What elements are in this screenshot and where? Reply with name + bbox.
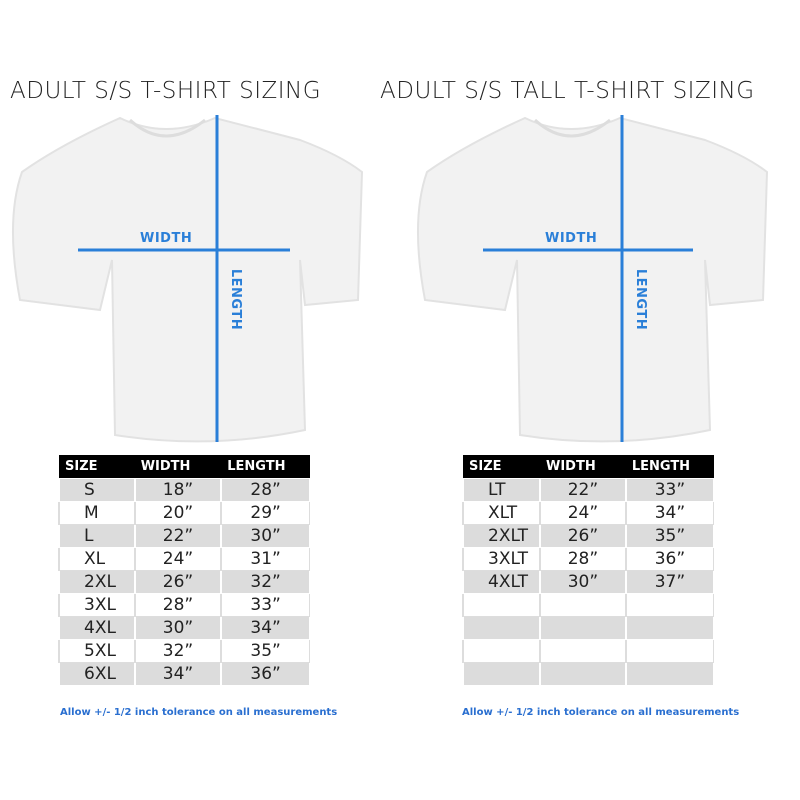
width-label-right: WIDTH — [545, 231, 598, 246]
column-header: WIDTH — [134, 455, 222, 479]
table-cell: 26” — [539, 524, 627, 548]
table-cell: M — [58, 501, 136, 525]
table-cell: 33” — [624, 478, 714, 502]
table-row: 2XL 26” 32” — [58, 570, 311, 594]
table-cell: 4XLT — [462, 570, 541, 594]
table-row — [462, 662, 714, 686]
table-cell: 30” — [220, 524, 311, 548]
table-cell: 24” — [539, 501, 627, 525]
tolerance-note-right: Allow +/- 1/2 inch tolerance on all meas… — [462, 707, 740, 718]
table-cell: S — [58, 478, 136, 502]
size-table-right: SIZE WIDTH LENGTH LT 22” 33” XLT 24” 34” 2XLT 26” 3… — [462, 455, 714, 686]
table-cell: 34” — [220, 616, 311, 640]
table-cell — [624, 593, 714, 617]
table-cell: XLT — [462, 501, 541, 525]
table-cell: 24” — [133, 547, 222, 571]
table-row: S 18” 28” — [58, 478, 311, 502]
table-cell: 20” — [133, 501, 222, 525]
table-cell: 2XLT — [462, 524, 541, 548]
table-row: LT 22” 33” — [462, 478, 714, 502]
table-cell: 30” — [539, 570, 627, 594]
table-cell: LT — [462, 478, 541, 502]
tshirt-image-right — [417, 115, 769, 443]
table-cell: 5XL — [58, 639, 136, 663]
table-row — [462, 616, 714, 640]
table-cell: 34” — [624, 501, 714, 525]
table-cell: 6XL — [58, 662, 136, 686]
table-cell: 37” — [624, 570, 714, 594]
table-cell: 31” — [220, 547, 311, 571]
table-cell: 36” — [220, 662, 311, 686]
table-cell: 30” — [133, 616, 222, 640]
column-header: LENGTH — [625, 455, 714, 479]
table-cell: 26” — [133, 570, 222, 594]
table-cell: 35” — [220, 639, 311, 663]
table-header-row: SIZE WIDTH LENGTH — [59, 455, 310, 479]
table-row: 6XL 34” 36” — [58, 662, 311, 686]
table-row: L 22” 30” — [58, 524, 311, 548]
table-row: XLT 24” 34” — [462, 501, 714, 525]
table-row: 3XL 28” 33” — [58, 593, 311, 617]
table-cell: 34” — [133, 662, 222, 686]
table-row: 5XL 32” 35” — [58, 639, 311, 663]
table-cell: 4XL — [58, 616, 136, 640]
table-cell — [624, 639, 714, 663]
table-cell: 28” — [133, 593, 222, 617]
table-row — [462, 593, 714, 617]
table-cell — [462, 662, 541, 686]
table-header-row: SIZE WIDTH LENGTH — [463, 455, 714, 479]
table-cell — [539, 593, 627, 617]
table-cell: 29” — [220, 501, 311, 525]
table-cell: L — [58, 524, 136, 548]
table-cell: 32” — [133, 639, 222, 663]
table-cell — [462, 593, 541, 617]
left-title: ADULT S/S T-SHIRT SIZING — [10, 78, 322, 104]
table-cell — [462, 639, 541, 663]
table-row: 3XLT 28” 36” — [462, 547, 714, 571]
table-cell: 2XL — [58, 570, 136, 594]
column-header: WIDTH — [540, 455, 626, 479]
table-row — [462, 639, 714, 663]
table-row: XL 24” 31” — [58, 547, 311, 571]
right-title: ADULT S/S TALL T-SHIRT SIZING — [380, 78, 755, 104]
size-table-left: SIZE WIDTH LENGTH S 18” 28” M 20” 29” L 22” 30” XL 24… — [58, 455, 311, 686]
table-row: M 20” 29” — [58, 501, 311, 525]
tolerance-note-left: Allow +/- 1/2 inch tolerance on all meas… — [60, 707, 338, 718]
tshirt-image-left — [12, 115, 364, 443]
table-cell: 3XLT — [462, 547, 541, 571]
table-cell: 22” — [133, 524, 222, 548]
width-label-left: WIDTH — [140, 231, 193, 246]
table-cell — [539, 662, 627, 686]
table-cell: 35” — [624, 524, 714, 548]
table-cell: 36” — [624, 547, 714, 571]
table-cell — [539, 616, 627, 640]
table-cell — [624, 662, 714, 686]
table-cell: 3XL — [58, 593, 136, 617]
table-cell — [624, 616, 714, 640]
table-cell — [539, 639, 627, 663]
table-cell: 28” — [539, 547, 627, 571]
table-cell — [462, 616, 541, 640]
length-label-right: LENGTH — [633, 268, 649, 331]
column-header: LENGTH — [221, 455, 310, 479]
column-header: SIZE — [463, 455, 540, 479]
column-header: SIZE — [59, 455, 135, 479]
length-label-left: LENGTH — [228, 268, 244, 331]
table-row: 2XLT 26” 35” — [462, 524, 714, 548]
table-row: 4XLT 30” 37” — [462, 570, 714, 594]
table-cell: 33” — [220, 593, 311, 617]
table-cell: 22” — [539, 478, 627, 502]
table-cell: 32” — [220, 570, 311, 594]
table-cell: 28” — [220, 478, 311, 502]
table-cell: 18” — [133, 478, 222, 502]
table-row: 4XL 30” 34” — [58, 616, 311, 640]
table-cell: XL — [58, 547, 136, 571]
